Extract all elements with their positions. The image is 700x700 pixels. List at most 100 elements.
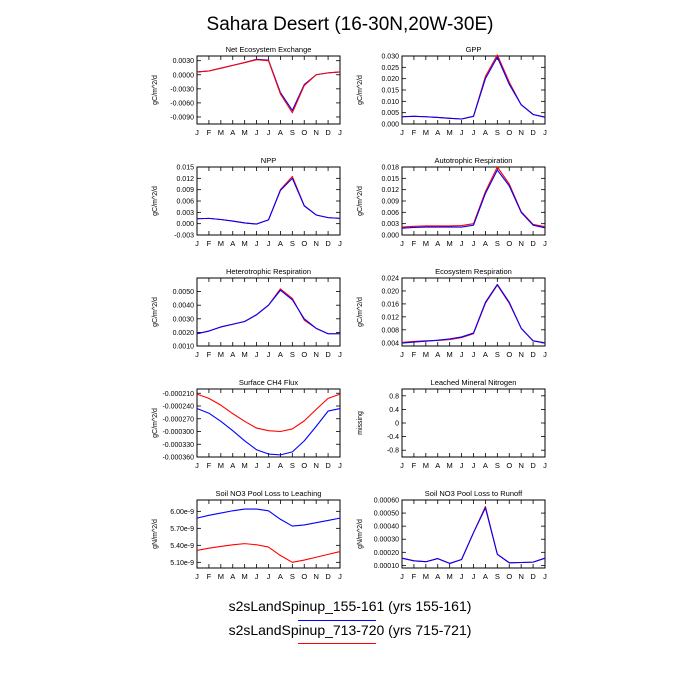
x-tick-label: A bbox=[483, 572, 488, 581]
y-tick-label: -0.000300 bbox=[162, 429, 194, 436]
panel-8: Leached Mineral Nitrogen -0.8 -0.4 0 0.4 0.8 J… bbox=[357, 378, 547, 470]
y-tick-label: 0.00010 bbox=[374, 563, 399, 570]
x-tick-label: A bbox=[230, 128, 235, 137]
y-tick-label: 0.003 bbox=[381, 221, 399, 228]
x-tick-label: O bbox=[301, 239, 307, 248]
y-tick-label: 0.015 bbox=[381, 176, 399, 183]
x-tick-label: S bbox=[495, 239, 500, 248]
x-tick-label: N bbox=[313, 128, 318, 137]
y-tick-label: 0.020 bbox=[381, 288, 399, 295]
x-tick-label: N bbox=[313, 572, 318, 581]
series-line-2 bbox=[196, 289, 340, 335]
panel-title: NPP bbox=[261, 156, 276, 165]
y-tick-label: 0.015 bbox=[381, 88, 399, 95]
legend-label-1: s2sLandSpinup_155-161 (yrs 155-161) bbox=[228, 598, 472, 614]
x-tick-label: A bbox=[483, 239, 488, 248]
y-tick-label: 0.025 bbox=[381, 65, 399, 72]
x-tick-label: A bbox=[483, 128, 488, 137]
x-tick-label: S bbox=[495, 461, 500, 470]
y-axis-label: gC/m^2/d bbox=[152, 75, 159, 105]
y-axis-label: gC/m^2/d bbox=[152, 297, 159, 327]
y-tick-label: 5.40e-9 bbox=[170, 543, 194, 550]
y-tick-label: 0.006 bbox=[381, 210, 399, 217]
x-tick-label: O bbox=[301, 128, 307, 137]
y-tick-label: 0.009 bbox=[381, 199, 399, 206]
legend-label-2: s2sLandSpinup_713-720 (yrs 715-721) bbox=[228, 622, 472, 638]
y-tick-label: 0.00030 bbox=[374, 537, 399, 544]
x-tick-label: J bbox=[460, 350, 464, 359]
y-tick-label: 0.024 bbox=[381, 276, 399, 283]
x-tick-label: J bbox=[338, 572, 342, 581]
y-axis-label: gC/m^2/d bbox=[152, 186, 159, 216]
x-tick-label: J bbox=[460, 128, 464, 137]
panel-6: Ecosystem Respiration 0.004 0.008 0.012 0.01… bbox=[357, 267, 547, 359]
x-tick-label: M bbox=[423, 572, 429, 581]
y-tick-label: 0.0020 bbox=[173, 330, 195, 337]
x-tick-label: D bbox=[530, 350, 536, 359]
y-tick-label: 0.010 bbox=[381, 99, 399, 106]
x-tick-label: J bbox=[338, 239, 342, 248]
x-tick-label: J bbox=[400, 572, 404, 581]
panel-title: Leached Mineral Nitrogen bbox=[431, 378, 517, 387]
y-tick-label: 5.70e-9 bbox=[170, 526, 194, 533]
x-tick-label: M bbox=[218, 350, 224, 359]
x-tick-label: A bbox=[278, 572, 283, 581]
y-tick-label: 0.00060 bbox=[374, 498, 399, 505]
x-tick-label: J bbox=[338, 350, 342, 359]
x-tick-label: M bbox=[447, 461, 453, 470]
x-tick-label: J bbox=[338, 461, 342, 470]
series-line-1 bbox=[196, 58, 341, 111]
y-axis-label: gN/m^2/d bbox=[357, 519, 364, 549]
y-tick-label: 0.000 bbox=[176, 221, 194, 228]
x-tick-label: O bbox=[506, 128, 512, 137]
y-axis-label: gC/m^2/d bbox=[357, 75, 364, 105]
x-tick-label: N bbox=[313, 350, 318, 359]
series-line-2 bbox=[401, 507, 546, 564]
y-tick-label: 6.00e-9 bbox=[170, 509, 194, 516]
x-tick-label: F bbox=[207, 128, 212, 137]
x-tick-label: J bbox=[472, 350, 476, 359]
x-tick-label: J bbox=[338, 128, 342, 137]
y-tick-label: 0.003 bbox=[176, 210, 194, 217]
x-tick-label: M bbox=[218, 572, 224, 581]
y-tick-label: 0.020 bbox=[381, 76, 399, 83]
x-tick-label: A bbox=[278, 350, 283, 359]
x-tick-label: M bbox=[218, 461, 224, 470]
x-tick-label: J bbox=[472, 128, 476, 137]
series-line-2 bbox=[401, 56, 546, 120]
plot-frame bbox=[401, 55, 546, 125]
panel-10: Soil NO3 Pool Loss to Runoff 0.00010 0.000… bbox=[357, 489, 547, 581]
x-tick-label: F bbox=[207, 350, 212, 359]
y-tick-label: -0.000240 bbox=[162, 404, 194, 411]
plot-frame bbox=[196, 166, 341, 236]
panel-1: Net Ecosystem Exchange -0.0090 -0.0060 -0.0… bbox=[152, 45, 342, 137]
x-tick-label: J bbox=[400, 239, 404, 248]
x-tick-label: J bbox=[255, 572, 259, 581]
x-tick-label: S bbox=[290, 350, 295, 359]
x-tick-label: D bbox=[325, 350, 331, 359]
y-tick-label: 0.0050 bbox=[173, 289, 195, 296]
y-tick-label: 0.004 bbox=[381, 340, 399, 347]
x-tick-label: M bbox=[218, 239, 224, 248]
x-tick-label: S bbox=[290, 572, 295, 581]
y-tick-label: 0.00050 bbox=[374, 511, 399, 518]
x-tick-label: M bbox=[447, 239, 453, 248]
series-line-1 bbox=[196, 175, 341, 225]
x-tick-label: A bbox=[230, 350, 235, 359]
x-tick-label: J bbox=[195, 128, 199, 137]
y-tick-label: -0.000330 bbox=[162, 442, 194, 449]
x-tick-label: O bbox=[506, 239, 512, 248]
x-tick-label: O bbox=[506, 350, 512, 359]
panel-9: Soil NO3 Pool Loss to Leaching 5.10e-9 5.4… bbox=[152, 489, 342, 581]
x-tick-label: D bbox=[530, 128, 536, 137]
y-tick-label: -0.0060 bbox=[170, 100, 194, 107]
y-tick-label: 0.0030 bbox=[173, 58, 195, 65]
y-tick-label: 0.00020 bbox=[374, 550, 399, 557]
y-tick-label: 0.4 bbox=[389, 407, 399, 414]
y-tick-label: 0.00040 bbox=[374, 524, 399, 531]
x-tick-label: D bbox=[325, 461, 331, 470]
legend-entry-2: s2sLandSpinup_713-720 (yrs 715-721) bbox=[0, 622, 700, 638]
x-tick-label: M bbox=[242, 128, 248, 137]
x-tick-label: J bbox=[255, 350, 259, 359]
x-tick-label: J bbox=[460, 572, 464, 581]
